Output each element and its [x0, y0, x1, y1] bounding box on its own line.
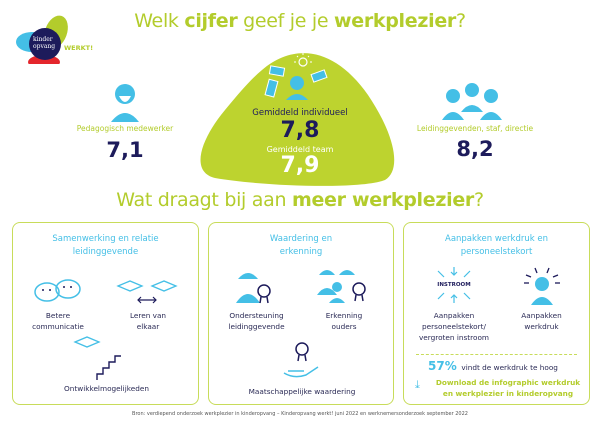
logo-line1: kinder: [33, 36, 53, 43]
center-value-individual: 7,8: [280, 118, 320, 143]
logo-line2: opvang: [33, 43, 56, 50]
item-maatschappelijke-waardering: Maatschappelijke waardering: [248, 387, 356, 396]
box-title: Waardering en erkenning: [269, 234, 333, 257]
left-label: Pedagogisch medewerker: [76, 124, 174, 133]
center-blob: [200, 53, 395, 186]
item-erkenning-ouders: Erkenning ouders: [325, 311, 363, 331]
career-stairs-icon: [73, 336, 121, 380]
logo-shapes: [16, 15, 68, 64]
group-icon: [442, 83, 502, 120]
box-samenwerking: Samenwerking en relatie leidinggevende Be…: [12, 222, 199, 405]
chat-bubbles-icon: [34, 279, 81, 302]
person-icon: [111, 84, 139, 122]
stat-line: 57% vindt de werkdruk te hoog: [428, 359, 558, 373]
center-label-individual: Gemiddeld individueel: [252, 108, 348, 118]
page-title: Welk cijfer geef je je werkplezier?: [134, 10, 466, 32]
item-leren-van-elkaar: Leren van elkaar: [129, 311, 167, 331]
stat-text: vindt de werkdruk te hoog: [461, 363, 558, 372]
box-waardering: Waardering en erkenning Ondersteuning leid…: [208, 222, 394, 405]
instroom-label: INSTROOM: [437, 282, 471, 288]
box-werkdruk: Aanpakken werkdruk en personeelstekort IN…: [403, 222, 590, 405]
item-werkdruk: Aanpakken werkdruk: [521, 311, 562, 331]
graduation-caps-icon: [116, 280, 178, 304]
section-title: Wat draagt bij aan meer werkplezier?: [116, 189, 484, 211]
item-ontwikkelmogelijkheden: Ontwikkelmogelijkeden: [64, 384, 149, 393]
download-link[interactable]: Download de infographic werkdruk en werkp…: [435, 378, 581, 398]
box-title: Aanpakken werkdruk en personeelstekort: [445, 234, 548, 257]
center-label-team: Gemiddeld team: [266, 145, 334, 154]
box-title: Samenwerking en relatie leidinggevende: [52, 234, 159, 257]
divider: [416, 354, 577, 355]
item-betere-communicatie: Betere communicatie: [32, 311, 84, 331]
stat-value: 57%: [428, 359, 457, 373]
logo: kinder opvang WERKT!: [14, 12, 94, 64]
logo-tag: WERKT!: [64, 44, 94, 52]
stressed-person-icon: [524, 267, 560, 305]
leader-award-icon: [236, 273, 271, 304]
right-label: Leidinggevenden, staf, directie: [416, 124, 534, 133]
instroom-arrows-icon: [437, 267, 471, 303]
source-footer: Bron: verdiepend onderzoek werkplezier i…: [132, 411, 468, 417]
happy-worker-icon: [264, 53, 328, 100]
right-value: 8,2: [456, 137, 494, 161]
left-value: 7,1: [106, 138, 144, 162]
download-icon[interactable]: ⤓: [415, 378, 420, 391]
hand-award-icon: [283, 342, 319, 378]
parents-award-icon: [317, 270, 366, 303]
center-value-team: 7,9: [280, 153, 320, 178]
item-ondersteuning: Ondersteuning leidinggevende: [228, 311, 285, 331]
item-personeelstekort: Aanpakken personeelstekort/vergroten inst…: [418, 311, 490, 342]
